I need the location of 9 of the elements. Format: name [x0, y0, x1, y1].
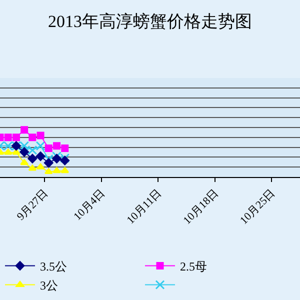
- x-tick-label: 9月27日: [14, 187, 51, 223]
- legend-label: 3公: [40, 278, 58, 292]
- x-tick-label: 10月25日: [238, 187, 278, 227]
- legend-label: 3.5公: [40, 259, 67, 274]
- x-tick-label: 10月18日: [181, 187, 221, 227]
- legend-label: 2.5母: [180, 259, 207, 274]
- x-tick-label: 10月11日: [124, 187, 164, 227]
- x-tick-label: 10月4日: [72, 187, 108, 223]
- chart-title: 2013年高淳螃蟹价格走势图: [48, 12, 252, 31]
